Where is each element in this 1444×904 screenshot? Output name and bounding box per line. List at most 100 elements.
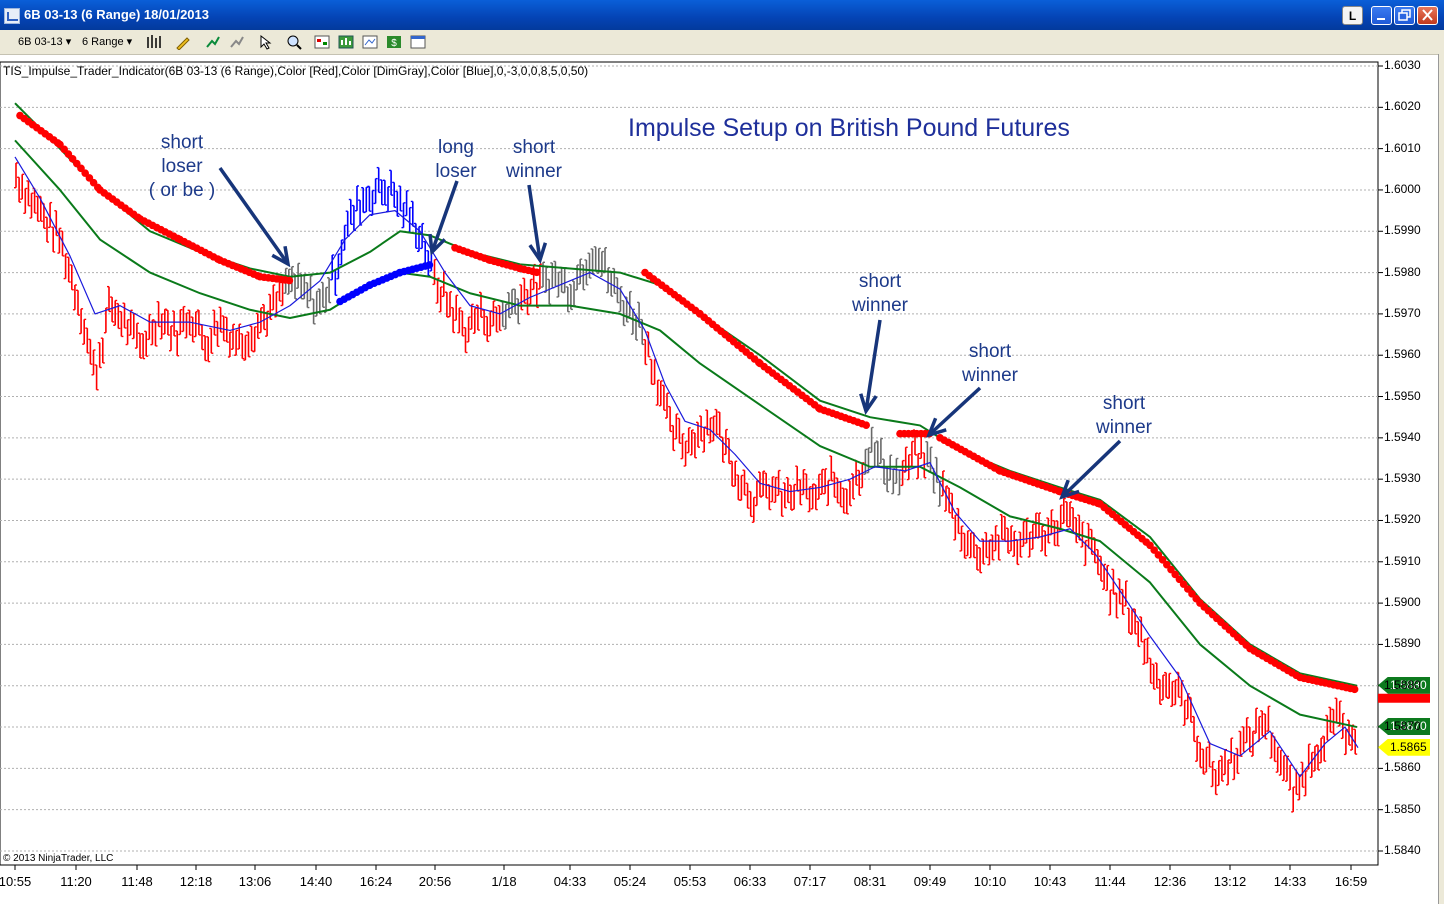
close-button[interactable]	[1417, 6, 1438, 25]
annotation-short-winner-2: short winner	[842, 270, 918, 318]
link-button[interactable]: L	[1342, 6, 1363, 25]
plot-area	[0, 61, 1379, 866]
chart-trader-icon[interactable]	[314, 34, 330, 50]
svg-text:$: $	[391, 38, 397, 49]
impulse-dot	[285, 276, 294, 285]
y-tick-label: 1.5940	[1384, 429, 1421, 444]
x-tick-label: 06:33	[733, 874, 767, 889]
annotation-line: loser	[161, 156, 203, 177]
x-tick-label: 10:43	[1033, 874, 1067, 889]
y-tick-label: 1.6030	[1384, 58, 1421, 72]
bar-type-dropdown[interactable]: 6 Range ▾	[82, 36, 133, 48]
y-tick-label: 1.5980	[1384, 264, 1421, 279]
y-tick-label: 1.5970	[1384, 305, 1421, 320]
annotation-arrow	[430, 180, 459, 253]
restore-button[interactable]	[1394, 6, 1415, 25]
bar-style-icon[interactable]	[146, 34, 162, 50]
annotation-line: winner	[852, 295, 908, 316]
chart-toolbar: 6B 03-13 ▾ 6 Range ▾ $	[0, 30, 1444, 55]
price-chart[interactable]	[0, 54, 1444, 904]
instrument-value: 6B 03-13	[18, 36, 63, 48]
bar-type-value: 6 Range	[82, 36, 124, 48]
annotation-arrow	[864, 319, 882, 412]
annotation-short-winner-4: short winner	[1086, 392, 1162, 440]
x-tick-label: 12:18	[179, 874, 213, 889]
y-tick-label: 1.5850	[1384, 801, 1421, 816]
indicator-icon[interactable]	[205, 34, 221, 50]
properties-icon[interactable]	[362, 34, 378, 50]
impulse-dot	[533, 268, 541, 277]
x-tick-label: 11:44	[1094, 874, 1126, 889]
x-tick-label: 1/18	[491, 874, 517, 889]
annotation-arrow	[527, 184, 542, 261]
copyright-notice: © 2013 NinjaTrader, LLC	[3, 853, 114, 864]
y-tick-label: 1.5920	[1384, 512, 1421, 527]
annotation-line: short	[1102, 393, 1146, 414]
annotation-arrow	[1060, 439, 1122, 499]
x-tick-label: 10:55	[0, 874, 32, 889]
annotation-arrowhead	[1059, 479, 1080, 500]
annotation-short-winner-1: short winner	[496, 136, 572, 184]
annotation-short-loser: short loser ( or be )	[138, 131, 226, 203]
zoom-icon[interactable]	[286, 34, 302, 50]
annotation-arrow	[218, 166, 290, 266]
impulse-dot	[1350, 685, 1359, 694]
y-tick-label: 1.5960	[1384, 347, 1421, 362]
red-dot-price-marker	[1378, 693, 1430, 703]
y-tick-label: 1.5840	[1384, 843, 1421, 857]
y-tick-label: 1.5900	[1384, 595, 1421, 610]
x-tick-label: 12:36	[1153, 874, 1187, 889]
y-tick-label: 1.6020	[1384, 99, 1421, 114]
x-tick-label: 07:17	[793, 874, 827, 889]
y-tick-label: 1.5890	[1384, 636, 1421, 651]
data-box-icon[interactable]	[338, 34, 354, 50]
price-tag: 1.5865	[1378, 738, 1430, 756]
x-tick-label: 11:48	[121, 874, 153, 889]
window-title: 6B 03-13 (6 Range) 18/01/2013	[24, 7, 209, 22]
annotation-line: short	[968, 341, 1012, 362]
annotation-line: short	[512, 137, 556, 158]
ema-fast-line	[14, 156, 1359, 778]
dollar-icon[interactable]: $	[386, 34, 402, 50]
y-tick-label: 1.5880	[1384, 677, 1421, 692]
annotation-line: long	[438, 137, 474, 158]
annotation-line: winner	[1096, 417, 1152, 438]
price-tag: 1.5880	[1378, 676, 1430, 694]
annotation-arrowhead	[528, 242, 548, 264]
annotation-line: winner	[962, 365, 1018, 386]
annotation-arrowhead	[859, 393, 878, 415]
title-bar[interactable]: 6B 03-13 (6 Range) 18/01/2013 L	[0, 0, 1444, 30]
minimize-icon	[1377, 18, 1385, 20]
y-tick-label: 1.5930	[1384, 471, 1421, 486]
y-tick-label: 1.5860	[1384, 760, 1421, 775]
strategy-icon[interactable]	[229, 34, 245, 50]
minimize-button[interactable]	[1371, 6, 1392, 25]
x-tick-label: 09:49	[913, 874, 947, 889]
indicator-label: TIS_Impulse_Trader_Indicator(6B 03-13 (6…	[3, 64, 589, 78]
x-tick-label: 04:33	[553, 874, 587, 889]
x-tick-label: 05:53	[673, 874, 707, 889]
window-icon[interactable]	[410, 34, 426, 50]
y-tick-label: 1.6000	[1384, 181, 1421, 196]
impulse-dot	[862, 421, 870, 429]
restore-icon	[1398, 9, 1411, 21]
x-tick-label: 20:56	[418, 874, 452, 889]
x-tick-label: 08:31	[853, 874, 887, 889]
cursor-icon[interactable]	[258, 34, 274, 50]
drawing-pencil-icon[interactable]	[175, 34, 191, 50]
impulse-dot	[425, 261, 434, 269]
annotation-short-winner-3: short winner	[952, 340, 1028, 388]
annotation-arrow	[927, 386, 982, 437]
x-tick-label: 16:24	[359, 874, 393, 889]
annotation-line: winner	[506, 161, 562, 182]
scrollbar-edge[interactable]	[1438, 54, 1444, 904]
x-tick-label: 05:24	[613, 874, 647, 889]
close-icon	[1422, 9, 1433, 21]
price-tag: 1.5870	[1378, 718, 1430, 736]
y-tick-label: 1.5950	[1384, 388, 1421, 403]
instrument-dropdown[interactable]: 6B 03-13 ▾	[18, 36, 72, 48]
x-tick-label: 13:12	[1213, 874, 1247, 889]
chart-app-icon	[4, 8, 20, 24]
x-tick-label: 13:06	[238, 874, 272, 889]
